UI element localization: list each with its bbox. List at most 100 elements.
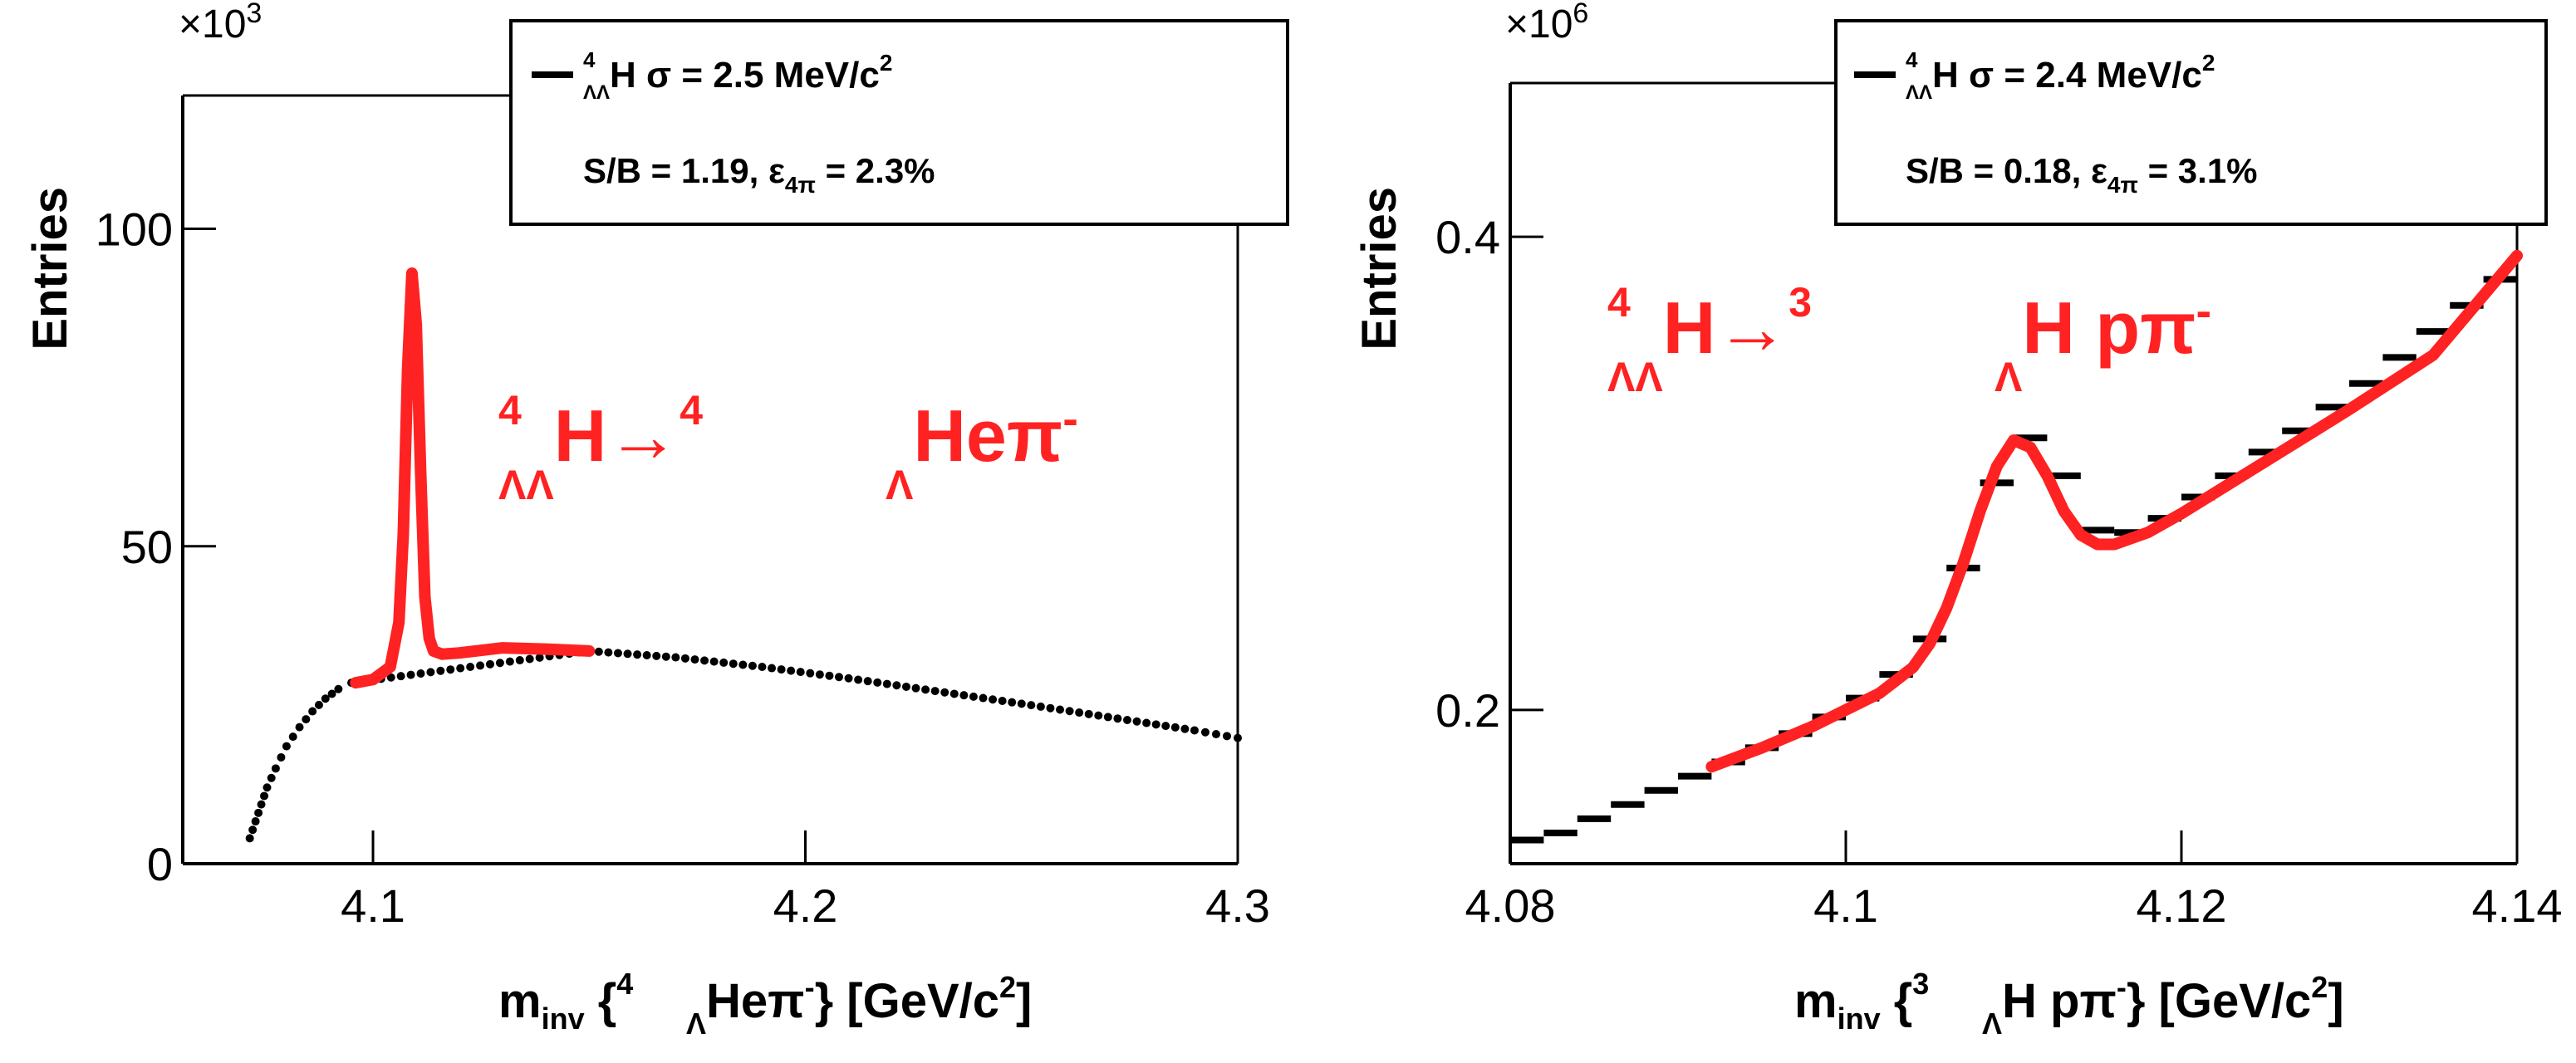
left-data-point [308, 707, 317, 716]
right-panel: 0.2 0.4 4.08 4.1 4.12 4.14 Entries ×106 4 ΛΛH… [1352, 0, 2563, 1041]
left-data-point [719, 658, 729, 667]
left-data-point [748, 661, 757, 670]
left-data-point [690, 655, 699, 664]
right-legend-stats: S/B = 0.18, ε4π = 3.1% [1906, 151, 2258, 198]
left-data-point [260, 791, 269, 801]
left-data-point [436, 666, 445, 675]
left-data-point [844, 674, 853, 683]
left-data-point [1151, 720, 1160, 729]
left-data-point [882, 679, 891, 688]
left-data-point [901, 682, 910, 691]
left-data-point [485, 659, 494, 669]
left-data-point [495, 659, 504, 668]
left-data-point [1084, 709, 1093, 718]
left-data-point [854, 675, 863, 684]
left-data-point [396, 672, 405, 681]
left-data-point [892, 681, 901, 690]
left-x-ticks: 4.1 4.2 4.3 [341, 830, 1270, 932]
left-x-tick-label: 4.1 [341, 879, 405, 932]
left-data-point [267, 773, 276, 782]
left-data-point [1056, 705, 1065, 714]
right-legend-label: 4 ΛΛH σ = 2.4 MeV/c2 [1906, 47, 2215, 104]
left-data-point [979, 693, 988, 703]
left-data-point [1094, 711, 1103, 720]
left-x-tick-label: 4.3 [1205, 879, 1270, 932]
left-data-point [277, 752, 286, 762]
left-data-point [709, 657, 719, 666]
left-data-point [1017, 699, 1026, 708]
right-decay-annotation: 4 ΛΛH→3ΛH pπ- [1607, 279, 2211, 400]
left-data-point [680, 654, 689, 663]
left-y-tick-label: 50 [121, 521, 173, 573]
left-data-point [515, 656, 524, 665]
left-data-point [1234, 733, 1242, 742]
left-data-point [921, 685, 930, 694]
right-x-tick-label: 4.1 [1813, 879, 1878, 932]
left-data-point [321, 694, 330, 703]
left-panel: 0 50 100 4.1 4.2 4.3 Entries ×103 4 ΛΛH σ = 2… [23, 0, 1289, 1041]
left-data-point [251, 817, 260, 826]
left-data-point [505, 657, 514, 666]
left-data-point [777, 665, 786, 674]
right-y-ticks: 0.2 0.4 [1435, 211, 1543, 737]
left-data-point [806, 669, 815, 678]
left-data-point [426, 668, 435, 677]
left-data-point [594, 647, 603, 656]
left-data-point [652, 651, 661, 660]
left-data-point [969, 692, 978, 701]
left-data-point [1211, 730, 1220, 739]
left-data-point [386, 673, 395, 682]
left-data-point [758, 663, 767, 672]
left-data-point [1065, 707, 1074, 716]
left-data-point [1170, 723, 1180, 732]
right-x-ticks: 4.08 4.1 4.12 4.14 [1465, 830, 2563, 932]
left-data-point [466, 663, 475, 672]
left-data-point [796, 668, 805, 677]
left-data-point [911, 683, 920, 693]
left-data-point [998, 696, 1007, 705]
left-data-point [446, 665, 455, 674]
left-data-point [834, 673, 843, 682]
left-y-ticks: 0 50 100 [96, 203, 216, 890]
left-data-point [768, 664, 777, 673]
left-data-point [959, 691, 969, 700]
left-data-point [787, 666, 796, 675]
left-decay-annotation: 4 ΛΛH→4ΛHeπ- [498, 387, 1078, 508]
left-data-point [525, 654, 534, 664]
right-fit-line [1705, 249, 2523, 773]
left-data-point [825, 671, 834, 680]
left-x-tick-label: 4.2 [773, 879, 838, 932]
left-data-point [633, 650, 642, 659]
left-data-point [1103, 713, 1112, 722]
left-data-point [863, 677, 872, 686]
left-fit-curve [350, 267, 596, 689]
left-data-point [815, 670, 824, 679]
left-data-point [1008, 698, 1017, 707]
left-data-point [257, 800, 266, 809]
left-data-point [327, 689, 336, 698]
right-x-tick-label: 4.12 [2137, 879, 2227, 932]
left-data-point [729, 659, 738, 669]
left-data-point [989, 695, 998, 704]
left-data-point [1046, 703, 1055, 713]
left-data-point [476, 661, 485, 670]
right-x-tick-label: 4.14 [2472, 879, 2563, 932]
left-data-point [1027, 701, 1036, 710]
left-legend: 4 ΛΛH σ = 2.5 MeV/c2 S/B = 1.19, ε4π = 2.… [509, 19, 1289, 226]
left-y-multiplier: ×103 [179, 0, 262, 47]
left-data-point [873, 678, 882, 687]
left-data-point [661, 652, 670, 661]
left-data-point [1036, 702, 1045, 711]
left-data-point [1075, 708, 1084, 718]
right-y-axis-label: Entries [1352, 187, 1406, 350]
left-data-point [1132, 717, 1141, 726]
left-data-point [254, 808, 263, 817]
left-fit-line [350, 267, 596, 689]
right-y-tick-label: 0.4 [1435, 211, 1500, 263]
left-data-point [700, 656, 709, 665]
left-data-point [940, 688, 949, 697]
left-x-axis-label: minv {4ΛHeπ-} [GeV/c2] [498, 967, 1032, 1041]
left-data-point [456, 664, 465, 673]
left-data-point [302, 715, 311, 724]
left-data-point [1200, 727, 1209, 737]
